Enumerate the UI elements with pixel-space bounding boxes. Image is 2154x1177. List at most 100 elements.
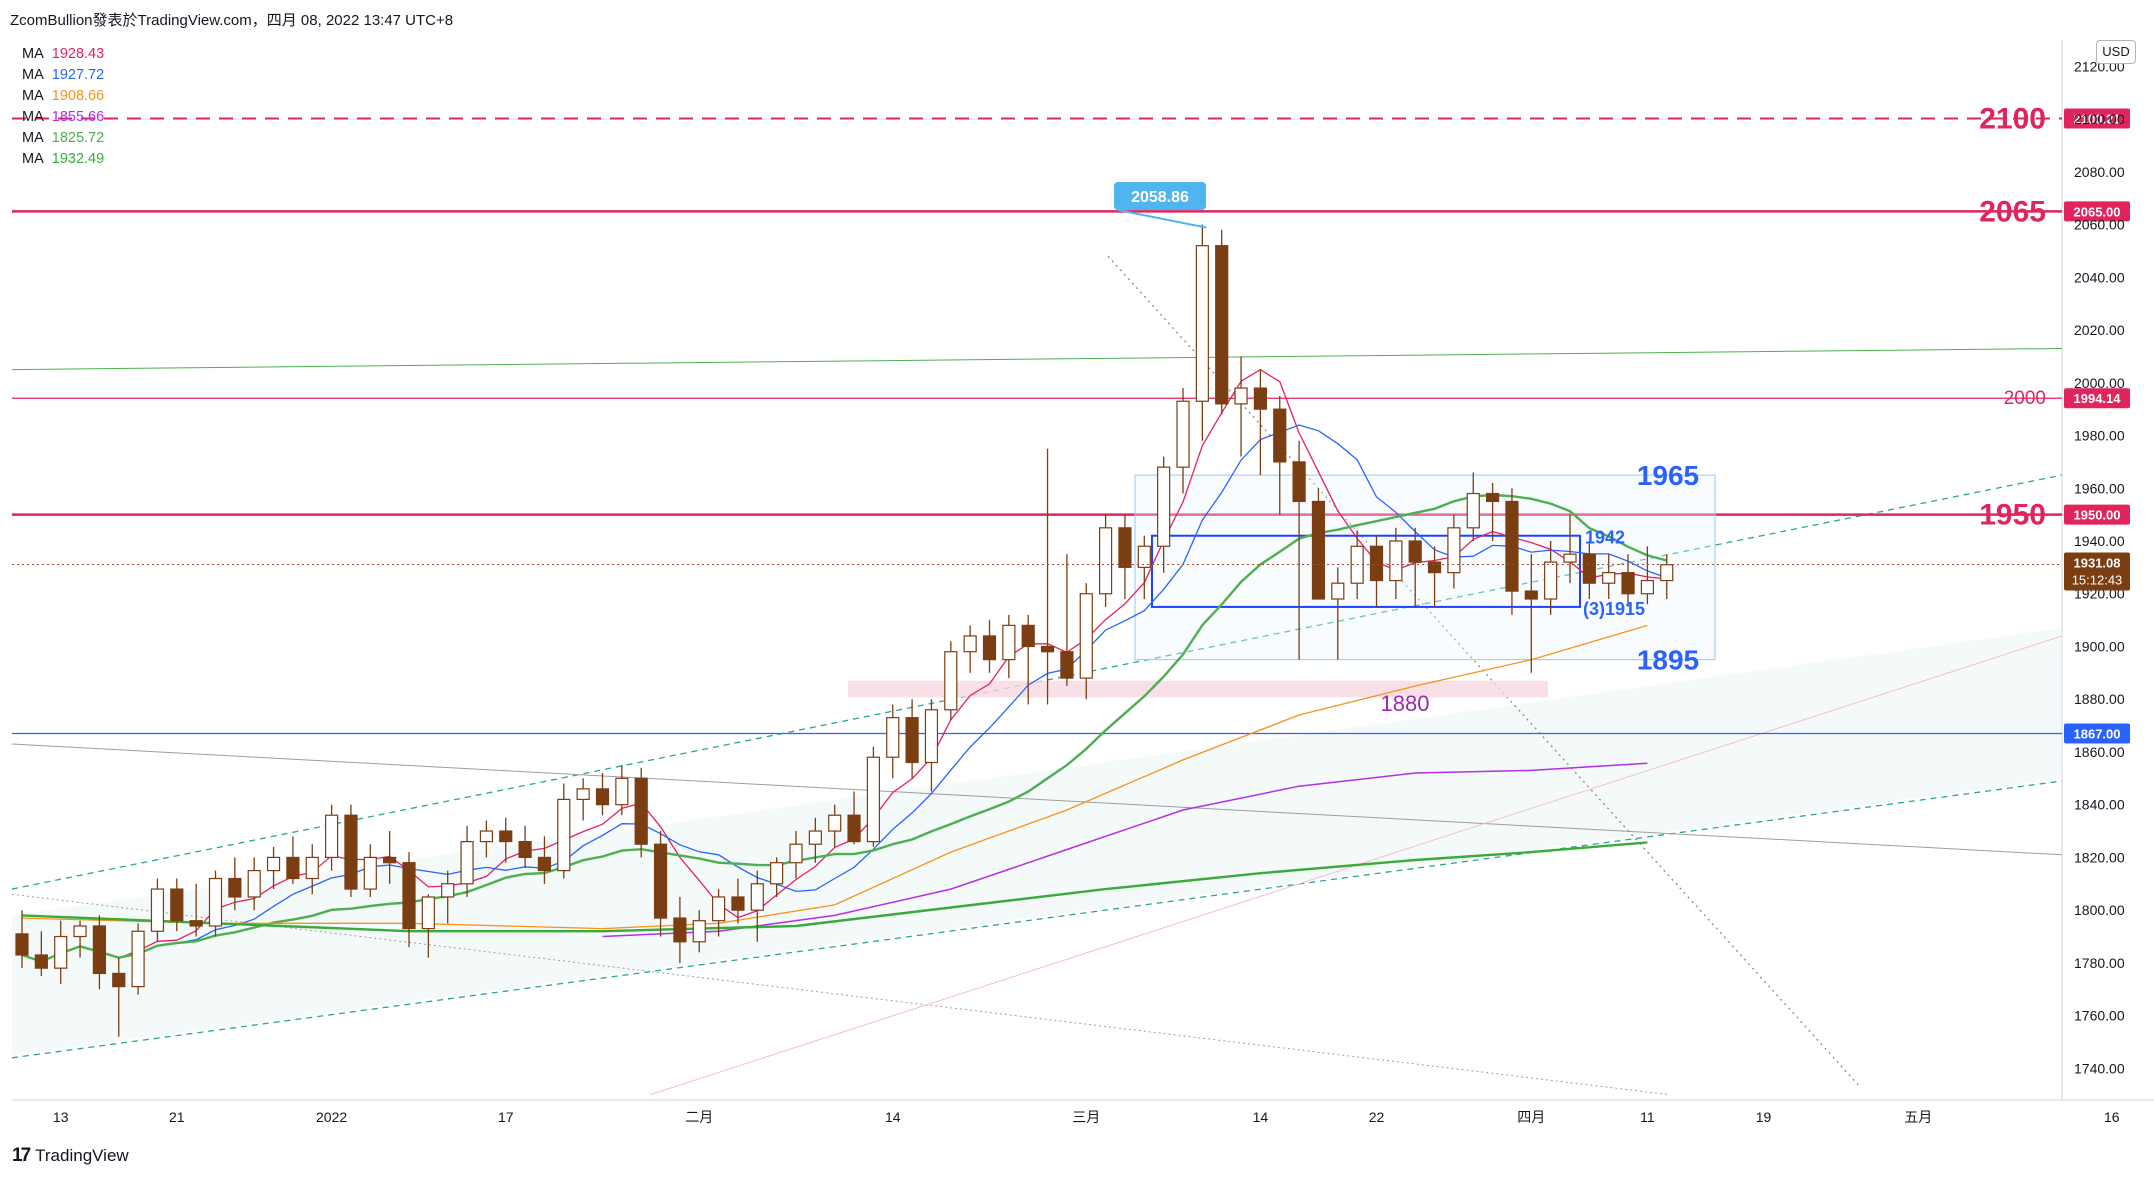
candle [92, 915, 107, 990]
candle-body [150, 888, 165, 932]
candle [441, 870, 455, 924]
candle-body [770, 862, 784, 885]
candle-body [1021, 624, 1035, 648]
candle [189, 883, 203, 937]
candle-body [1234, 387, 1248, 405]
candle [963, 625, 977, 673]
y-tick-label: 1980.00 [2074, 428, 2125, 444]
candle [1447, 514, 1461, 589]
candle [1640, 546, 1655, 605]
range-box-1965-1895 [1134, 474, 1716, 661]
candle-body [518, 840, 532, 859]
axis-price-label-2: 1994.14 [2074, 391, 2122, 406]
candle-body [1079, 593, 1093, 679]
candle-body [1447, 527, 1461, 574]
candle [1544, 540, 1558, 615]
candle-body [1602, 572, 1616, 584]
y-tick-label: 2040.00 [2074, 269, 2125, 285]
y-tick-label: 1740.00 [2074, 1060, 2125, 1076]
channel-lower-line [11, 780, 2063, 1059]
candle [1002, 614, 1016, 679]
ma-legend-row[interactable]: MA 1825.72 [22, 128, 104, 149]
candle [1524, 554, 1538, 673]
support-zone-1880 [848, 680, 1548, 698]
candle [1427, 546, 1442, 607]
candle [1195, 224, 1209, 441]
candle-body [692, 920, 706, 943]
ma-legend-row[interactable]: MA 1932.49 [22, 149, 104, 170]
tradingview-mark-icon: 17 [12, 1145, 31, 1166]
candle-body [383, 856, 397, 864]
candle [325, 804, 339, 871]
candle-body [499, 830, 513, 843]
candle-body [1505, 500, 1519, 592]
last-price-value: 1931.08 [2074, 556, 2121, 571]
currency-badge[interactable]: USD [2096, 40, 2136, 64]
candle [1040, 448, 1055, 705]
y-tick-label: 1760.00 [2074, 1008, 2125, 1024]
candle [1176, 388, 1190, 494]
candle [402, 852, 416, 948]
candle [518, 825, 532, 868]
candle [711, 889, 726, 937]
x-tick-label: 13 [53, 1109, 69, 1125]
ma-legend-row[interactable]: MA 1927.72 [22, 65, 104, 86]
candle [537, 836, 552, 884]
candle-body [1544, 561, 1558, 600]
ma-legend-row[interactable]: MA 1908.66 [22, 86, 104, 107]
x-tick-label: 11 [1640, 1109, 1655, 1125]
candle [1582, 540, 1596, 600]
grey-dotted-trend-line [11, 893, 1671, 1096]
ma-legend-row[interactable]: MA 1855.66 [22, 107, 104, 128]
ma-legend-name: MA [22, 151, 44, 167]
x-tick-label: 四月 [1517, 1109, 1545, 1125]
candle-body [92, 925, 107, 975]
candle-body [1389, 540, 1403, 582]
candle [1234, 356, 1248, 457]
candle [1331, 567, 1345, 660]
candle [228, 857, 242, 911]
candle [770, 857, 784, 897]
x-tick-label: 14 [885, 1109, 901, 1125]
ma-legend-value: 1928.43 [51, 46, 105, 62]
y-tick-label: 1780.00 [2074, 955, 2125, 971]
candle-body [421, 896, 435, 930]
candle-body [1195, 245, 1209, 402]
ma-legend-name: MA [22, 130, 44, 146]
candle [750, 870, 764, 942]
candle [1621, 554, 1635, 607]
candle-body [673, 917, 687, 943]
candle-body [1040, 645, 1055, 653]
candle [131, 923, 145, 995]
candle-body [286, 856, 300, 880]
ma-legend-row[interactable]: MA 1928.43 [22, 44, 104, 65]
tradingview-logo[interactable]: 17 TradingView [12, 1145, 129, 1167]
x-tick-label: 22 [1369, 1109, 1385, 1125]
candle-body [847, 814, 861, 843]
axis-price-tag-4 [2064, 723, 2130, 744]
candle [1505, 488, 1519, 615]
candle-body [54, 935, 68, 969]
candle-body [1273, 408, 1287, 463]
candle-body [557, 798, 571, 872]
candle [924, 699, 939, 792]
candle-body [1098, 527, 1113, 595]
candle [266, 846, 281, 890]
candle [208, 870, 223, 937]
ma-line-6 [21, 841, 1648, 933]
candle [1369, 535, 1384, 607]
candle-body [228, 877, 242, 898]
ma-line-2 [21, 424, 1668, 963]
candle-body [576, 788, 590, 801]
level-text-2000: 2000 [2004, 388, 2046, 409]
ma-line-3 [21, 493, 1668, 963]
candle-body [247, 869, 261, 898]
candle-body [266, 856, 281, 872]
ma-legend: MA 1928.43 MA 1927.72 MA 1908.66 MA 1855.66 MA 18… [22, 44, 104, 170]
candle [1311, 488, 1326, 600]
ma-legend-value: 1932.49 [51, 151, 105, 167]
x-tick-label: 21 [169, 1109, 185, 1125]
candle-body [615, 777, 629, 806]
candle-body [1640, 579, 1655, 595]
